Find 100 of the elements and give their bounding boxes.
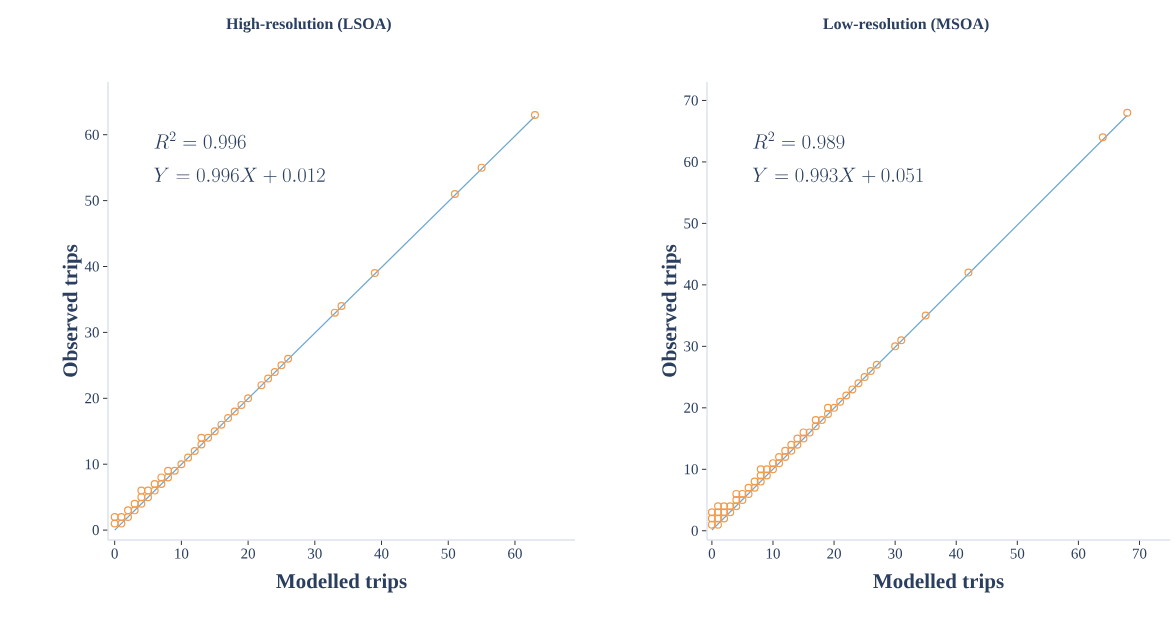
x-tick-label: 40 (949, 548, 964, 559)
point (817, 416, 826, 425)
point (805, 428, 814, 437)
point (130, 506, 139, 515)
y-tick-label: 50 (85, 195, 99, 206)
point (756, 477, 765, 486)
x-tick-label: 70 (1132, 548, 1147, 559)
point (726, 508, 735, 517)
point (707, 514, 716, 523)
y-tick-label: 40 (84, 261, 99, 272)
chart-title: High-resolution (LSOA) (226, 17, 391, 33)
x-tick-label: 50 (1010, 548, 1025, 559)
annotation: $Y = 0.993X + 0.051$ (752, 167, 923, 184)
point (756, 465, 765, 474)
y-tick-label: 30 (85, 327, 99, 338)
point (921, 311, 930, 320)
point (257, 381, 266, 390)
point (130, 499, 139, 508)
point (811, 416, 820, 425)
point (866, 366, 875, 375)
x-tick-label: 40 (374, 548, 389, 559)
point (204, 433, 213, 442)
point (744, 483, 753, 492)
point (157, 479, 166, 488)
point (799, 434, 808, 443)
point (854, 379, 863, 388)
point (720, 508, 729, 517)
point (836, 397, 845, 406)
point (450, 190, 459, 199)
x-axis-title: Modelled trips (276, 573, 407, 593)
point (775, 453, 784, 462)
point (787, 440, 796, 449)
x-tick-label: 50 (441, 548, 456, 559)
point (823, 403, 832, 412)
point (144, 486, 153, 495)
x-axis-title: Modelled trips (873, 573, 1004, 593)
point (150, 479, 159, 488)
point (793, 434, 802, 443)
y-axis-title: Observed trips (62, 244, 82, 377)
point (811, 422, 820, 431)
point (190, 447, 199, 456)
y-tick-label: 50 (684, 218, 698, 229)
point (184, 453, 193, 462)
point (787, 446, 796, 455)
point (714, 514, 722, 523)
y-tick-label: 0 (691, 525, 698, 536)
point (110, 519, 119, 528)
annotation: $R^2 = 0.989$ (753, 131, 845, 149)
x-tick-label: 30 (888, 548, 903, 559)
point (224, 414, 233, 423)
point (732, 502, 741, 511)
annotation: $Y = 0.996X + 0.012$ (154, 167, 325, 184)
point (897, 336, 906, 345)
x-tick-label: 20 (827, 548, 841, 559)
point (799, 428, 808, 437)
point (117, 512, 126, 521)
point (210, 427, 219, 436)
point (872, 360, 881, 369)
point (714, 502, 722, 511)
y-axis-title: Observed trips (661, 244, 681, 377)
y-tick-label: 60 (684, 156, 698, 167)
x-tick-label: 20 (241, 548, 256, 559)
point (197, 440, 206, 449)
chart-title: Low-resolution (MSOA) (823, 17, 989, 33)
point (197, 433, 206, 442)
point (756, 471, 765, 480)
y-tick-label: 20 (684, 402, 698, 413)
point (964, 268, 973, 277)
point (744, 489, 753, 498)
point (720, 502, 729, 511)
point (124, 506, 133, 515)
point (277, 361, 286, 370)
point (830, 403, 839, 412)
point (230, 407, 239, 416)
point (714, 520, 722, 529)
point (117, 519, 126, 528)
point (732, 489, 741, 498)
y-tick-label: 60 (85, 129, 99, 140)
x-tick-label: 30 (308, 548, 322, 559)
point (144, 493, 153, 502)
y-tick-label: 0 (92, 525, 99, 536)
x-tick-label: 10 (766, 548, 780, 559)
point (823, 409, 832, 418)
point (157, 473, 166, 482)
point (177, 460, 186, 469)
point (137, 486, 146, 495)
point (891, 342, 900, 351)
point (720, 514, 729, 523)
point (1098, 133, 1107, 142)
point (164, 473, 173, 482)
point (264, 374, 273, 383)
point (775, 459, 784, 468)
y-tick-label: 20 (85, 393, 99, 404)
point (842, 391, 851, 400)
point (477, 163, 486, 172)
y-tick-label: 30 (684, 341, 698, 352)
point (762, 465, 771, 474)
x-tick-label: 0 (111, 548, 118, 559)
point (707, 508, 716, 517)
x-tick-label: 10 (175, 548, 189, 559)
